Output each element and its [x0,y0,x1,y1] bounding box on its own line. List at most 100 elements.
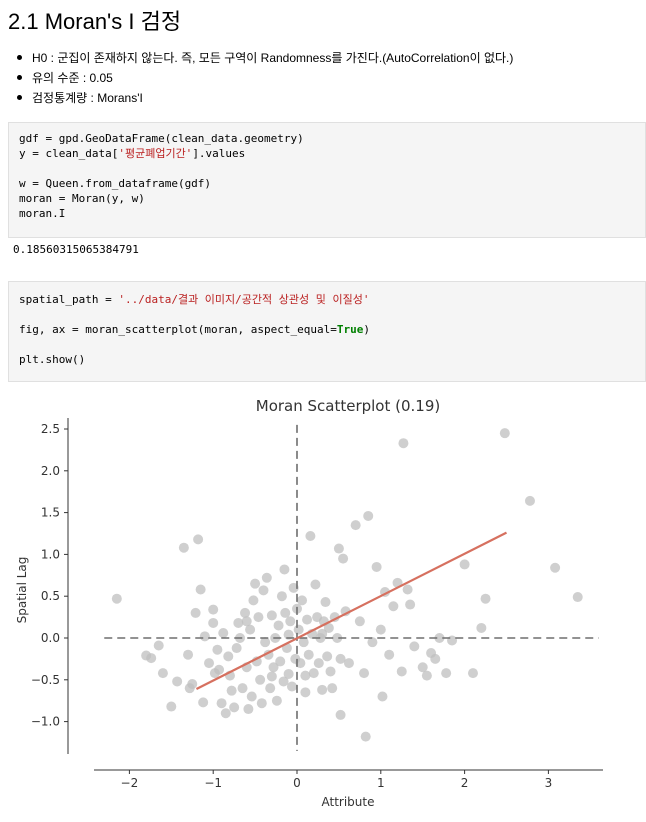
data-point [354,616,365,627]
data-point [430,653,441,664]
code-line: gdf = gpd.GeoDataFrame(clean_data.geomet… [19,132,304,145]
data-point [293,624,304,635]
x-tick-label: 2 [461,776,469,790]
data-point [297,595,308,606]
code-line: ].values [192,147,246,160]
data-point [280,607,291,618]
y-tick-label: 1.5 [41,506,60,520]
data-point [275,656,286,667]
x-tick-label: 3 [545,776,553,790]
code-line: fig, ax = moran_scatterplot(moran, aspec… [19,323,337,336]
data-point [327,683,338,694]
data-point [212,644,223,655]
data-point [398,438,409,449]
data-point [302,614,313,625]
data-point [499,428,510,439]
data-point [283,668,294,679]
bullet-null-hypothesis: H0 : 군집이 존재하지 않는다. 즉, 모든 구역이 Randomness를… [14,50,513,70]
data-point [250,578,261,589]
data-point [265,683,276,694]
data-point [243,704,254,715]
data-point [417,662,428,673]
x-tick-label: 0 [293,776,301,790]
data-point [335,709,346,720]
data-point [388,601,399,612]
x-tick-label: −1 [204,776,222,790]
data-point [216,698,227,709]
data-point [300,687,311,698]
data-point [193,534,204,545]
data-point [271,695,282,706]
data-point [335,653,346,664]
data-point [317,684,328,695]
data-point [198,697,209,708]
data-point [367,637,378,648]
data-point [226,685,237,696]
cell-output-value: 0.18560315065384791 [13,243,139,256]
y-tick-label: −1.0 [31,715,60,729]
bullet-test-statistic: 검정통계량 : Morans'I [14,90,513,110]
code-line: ) [363,323,371,336]
moran-scatterplot: Moran Scatterplot (0.19) −2 −1 0 1 2 3 −1.0 −0.… [15,397,603,809]
data-point [258,585,269,596]
data-point [218,627,229,638]
data-point [303,649,314,660]
data-point [248,595,259,606]
code-string: '평균폐업기간' [118,147,193,160]
data-point [572,592,583,603]
data-point [360,731,371,742]
data-point [300,670,311,681]
data-point [111,593,122,604]
data-point [241,616,252,627]
data-point [371,561,382,572]
data-point [524,495,535,506]
data-point [220,708,231,719]
data-point [320,597,331,608]
x-axis-label: Attribute [322,795,375,809]
data-point [172,676,183,687]
code-line: spatial_path = [19,293,119,306]
data-point [421,670,432,681]
data-point [447,635,458,646]
data-point [261,572,272,583]
chart-title: Moran Scatterplot (0.19) [256,397,441,415]
data-point [459,559,470,570]
data-point [313,658,324,669]
y-tick-label: 0.0 [41,631,60,645]
data-point [288,582,299,593]
data-point [286,681,297,692]
section-heading: 2.1 Moran's I 검정 [8,9,182,34]
data-point [441,668,452,679]
code-line: w = Queen.from_dataframe(gdf) [19,177,212,190]
data-point [384,649,395,660]
data-point [190,607,201,618]
data-point [283,629,294,640]
data-point [467,668,478,679]
data-point [363,510,374,521]
code-cell-scatterplot[interactable]: spatial_path = '../data/결과 이미지/공간적 상관성 및… [8,281,646,382]
data-point [240,607,251,618]
code-line: moran.I [19,207,66,220]
data-point [308,668,319,679]
code-line: moran = Moran(y, w) [19,192,145,205]
data-point [237,683,248,694]
data-point [266,610,277,621]
hypothesis-list: H0 : 군집이 존재하지 않는다. 즉, 모든 구역이 Randomness를… [14,50,513,110]
data-point [229,702,240,713]
y-tick-label: 1.0 [41,547,60,561]
data-point [187,678,198,689]
data-point [298,637,309,648]
data-point [323,622,334,633]
data-point [153,640,164,651]
data-point [178,542,189,553]
data-point [278,676,289,687]
data-point [476,622,487,633]
data-point [253,612,264,623]
data-point [256,698,267,709]
data-point [255,674,266,685]
code-cell-moran[interactable]: gdf = gpd.GeoDataFrame(clean_data.geomet… [8,122,646,238]
data-point [405,599,416,610]
data-point [279,564,290,575]
x-tick-label: −2 [121,776,139,790]
data-point [359,668,370,679]
